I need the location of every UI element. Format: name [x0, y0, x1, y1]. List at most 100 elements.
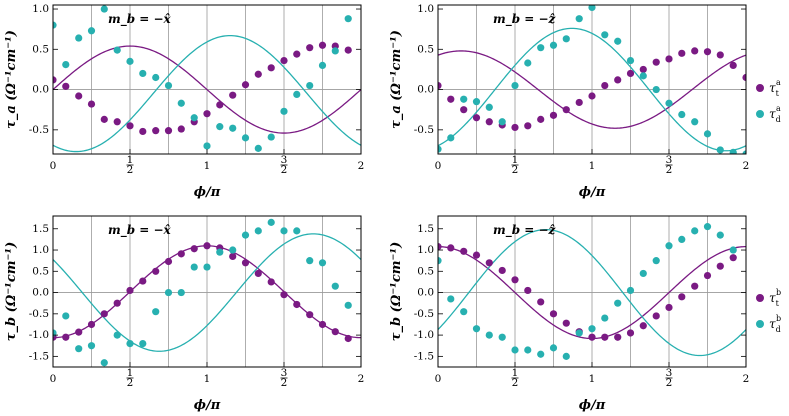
data-point [524, 59, 532, 67]
data-point [229, 124, 237, 132]
data-point [549, 310, 558, 318]
y-axis-label: τ_a (Ω⁻¹cm⁻¹) [4, 30, 19, 129]
data-point [267, 133, 275, 141]
data-point [652, 85, 660, 94]
data-point [318, 41, 327, 49]
svg-text:1: 1 [512, 154, 519, 166]
data-point [601, 31, 609, 39]
data-point [113, 46, 121, 54]
data-point [447, 95, 455, 103]
data-point [511, 123, 519, 132]
data-point [216, 123, 224, 131]
data-point [241, 81, 250, 89]
data-point [652, 312, 660, 320]
fit-curve [438, 228, 746, 357]
panel-annotation: m_b = −ẑ [493, 223, 557, 238]
x-tick-label: 1 [204, 373, 211, 385]
svg-text:2: 2 [666, 377, 673, 389]
data-point [485, 118, 493, 126]
x-tick-label: 12 [126, 154, 134, 176]
data-point [575, 15, 583, 23]
y-axis-label: τ_a (Ω⁻¹cm⁻¹) [389, 30, 404, 129]
data-point [267, 218, 275, 226]
data-point [177, 125, 185, 133]
y-tick-label: -0.5 [414, 308, 434, 320]
x-tick-label: 0 [435, 160, 442, 172]
data-point [729, 148, 737, 154]
data-point [318, 320, 327, 329]
data-point [729, 246, 737, 254]
data-point [639, 72, 647, 80]
data-point [152, 267, 160, 275]
data-point [126, 340, 134, 348]
x-tick-label: 1 [589, 373, 596, 385]
data-point [216, 101, 224, 109]
panel-annotation: m_b = −ẑ [493, 12, 557, 27]
svg-text:1: 1 [127, 154, 134, 166]
data-point [549, 111, 558, 119]
legend-superscript: a [776, 104, 781, 113]
data-point [438, 145, 442, 153]
svg-text:2: 2 [281, 377, 288, 389]
data-point [62, 333, 70, 341]
data-point [139, 277, 147, 285]
data-point [164, 81, 173, 90]
data-point [549, 41, 558, 49]
legend-label: τd [769, 107, 781, 124]
data-point [460, 247, 468, 255]
data-point [306, 311, 314, 319]
data-point [75, 92, 83, 100]
data-point [267, 278, 275, 286]
data-point [639, 269, 647, 278]
data-point [742, 150, 746, 154]
data-point [511, 276, 519, 284]
data-point [601, 333, 609, 341]
data-point [126, 57, 134, 65]
panel-annotation: m_b = −x̂ [108, 12, 172, 27]
data-point [62, 312, 70, 320]
legend-label: τt [769, 81, 780, 98]
data-point [691, 282, 699, 290]
y-tick-label: 0.5 [32, 265, 49, 277]
svg-text:2: 2 [127, 377, 134, 389]
data-point [524, 286, 532, 295]
data-point [331, 282, 339, 290]
x-axis-label: ϕ/π [194, 185, 221, 200]
data-point [678, 235, 686, 243]
x-tick-label: 32 [280, 154, 288, 176]
data-point [100, 115, 108, 123]
data-point [460, 95, 468, 103]
data-point [742, 73, 746, 82]
y-tick-label: 0.0 [417, 84, 434, 96]
y-tick-label: -1.0 [29, 329, 49, 341]
x-tick-label: 2 [358, 373, 365, 385]
svg-text:2: 2 [127, 164, 134, 176]
y-tick-label: 1.0 [32, 3, 49, 15]
data-point [460, 308, 468, 316]
data-point [113, 299, 121, 307]
data-point [190, 263, 198, 271]
data-point [152, 308, 160, 316]
x-tick-label: 2 [743, 373, 750, 385]
data-point [652, 58, 660, 66]
data-point [562, 319, 570, 327]
data-point [537, 350, 545, 358]
y-tick-label: 0.0 [32, 84, 49, 96]
legend-marker [756, 84, 764, 92]
y-tick-label: 0.5 [417, 43, 434, 55]
x-tick-label: 1 [589, 160, 596, 172]
data-point [575, 329, 583, 337]
data-point [241, 231, 250, 239]
data-point [53, 21, 57, 29]
data-point [716, 231, 724, 239]
data-point [318, 61, 327, 70]
data-point [562, 352, 570, 360]
data-point [549, 344, 558, 352]
y-tick-label: -0.5 [29, 124, 49, 136]
data-point [562, 35, 570, 43]
data-point [254, 144, 262, 152]
data-point [438, 243, 442, 251]
data-point [190, 245, 198, 253]
data-point [665, 303, 673, 312]
